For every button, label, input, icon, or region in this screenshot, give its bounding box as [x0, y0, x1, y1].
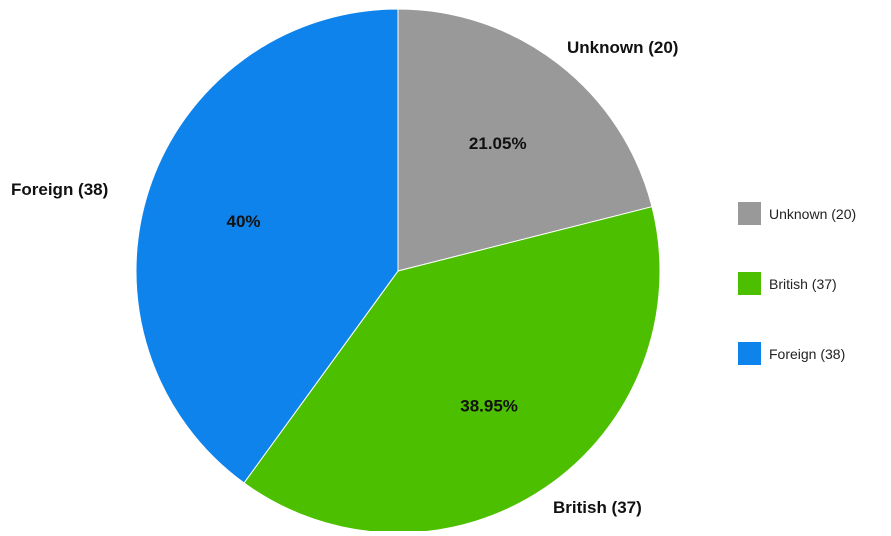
- legend-swatch-british: [738, 272, 761, 295]
- outer-label-british: British (37): [553, 498, 642, 517]
- outer-label-foreign: Foreign (38): [11, 180, 108, 199]
- legend-item-unknown: Unknown (20): [738, 202, 856, 225]
- legend: Unknown (20) British (37) Foreign (38): [738, 202, 856, 365]
- legend-swatch-unknown: [738, 202, 761, 225]
- outer-labels: Unknown (20) British (37) Foreign (38): [11, 38, 678, 517]
- percent-label-unknown: 21.05%: [469, 134, 527, 153]
- outer-label-unknown: Unknown (20): [567, 38, 678, 57]
- percent-label-british: 38.95%: [460, 397, 518, 416]
- legend-label-foreign: Foreign (38): [769, 346, 845, 362]
- pie-slice-unknown: [397, 8, 653, 272]
- percent-label-foreign: 40%: [226, 212, 260, 231]
- pie-slices: [135, 8, 661, 534]
- legend-label-unknown: Unknown (20): [769, 206, 856, 222]
- pie-slice-foreign: [135, 8, 399, 484]
- legend-swatch-foreign: [738, 342, 761, 365]
- legend-label-british: British (37): [769, 276, 837, 292]
- pie-slice-british: [243, 206, 661, 534]
- legend-item-foreign: Foreign (38): [738, 342, 845, 365]
- legend-item-british: British (37): [738, 272, 837, 295]
- percent-labels: 21.05% 38.95% 40%: [226, 134, 526, 416]
